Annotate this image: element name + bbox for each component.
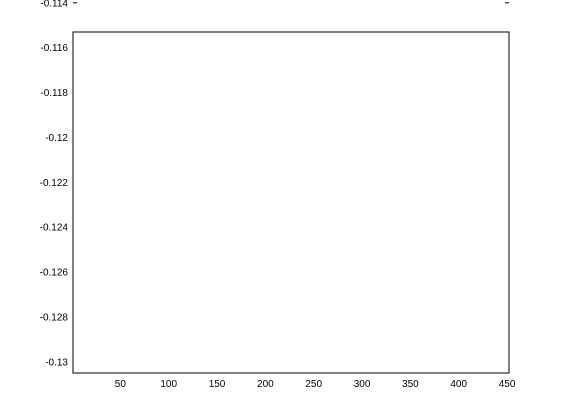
x-tick-label: 300: [354, 379, 371, 390]
x-tick-label: 450: [499, 379, 516, 390]
x-tick-label: 100: [160, 379, 177, 390]
y-tick-label: -0.116: [40, 43, 68, 54]
y-tick-label: -0.13: [45, 357, 68, 368]
y-tick-label: -0.128: [40, 312, 69, 323]
y-tick-label: -0.124: [40, 223, 69, 234]
y-tick-label: -0.114: [40, 0, 68, 9]
x-tick-label: 400: [450, 379, 467, 390]
x-tick-label: 150: [209, 379, 226, 390]
y-tick-label: -0.126: [40, 268, 69, 279]
x-tick-label: 350: [402, 379, 419, 390]
y-tick-label: -0.12: [45, 133, 68, 144]
plot-border: [72, 31, 510, 374]
y-tick-label: -0.122: [40, 178, 69, 189]
x-tick-label: 200: [257, 379, 274, 390]
y-tick-label: -0.118: [40, 88, 68, 99]
x-tick-label: 50: [115, 379, 127, 390]
x-tick-label: 250: [305, 379, 322, 390]
